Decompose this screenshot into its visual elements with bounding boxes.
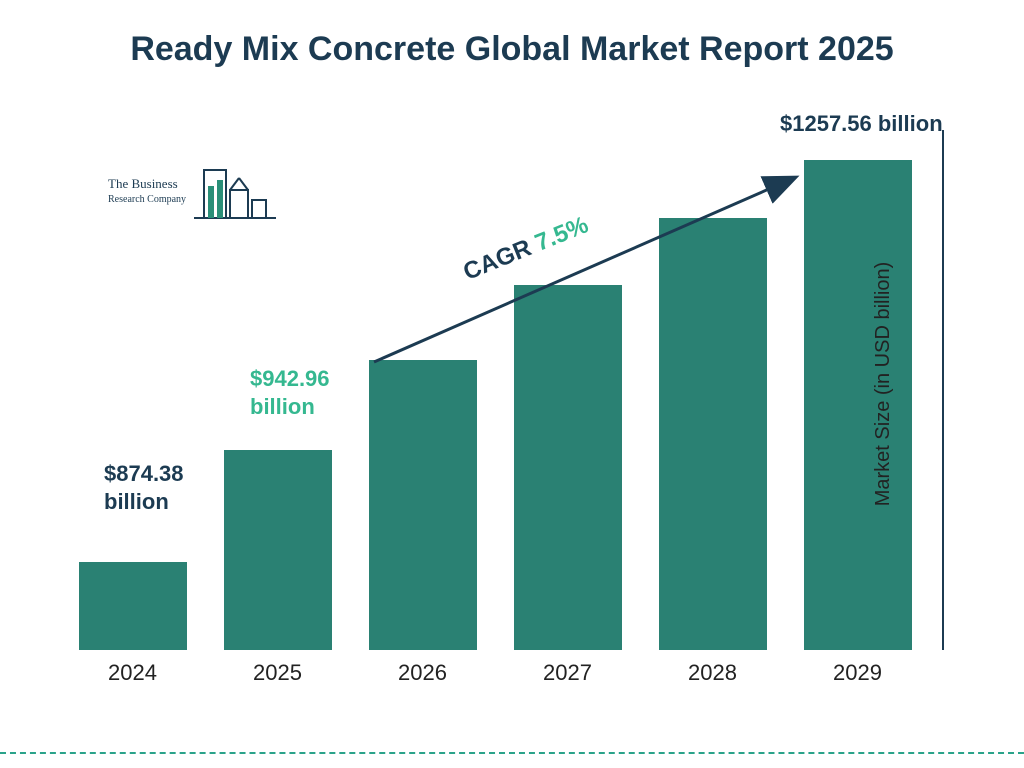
x-axis-label: 2025 xyxy=(253,660,302,686)
bar xyxy=(804,160,912,650)
bar-group: 2029 xyxy=(785,160,930,650)
bar-group: 2028 xyxy=(640,218,785,650)
x-axis-label: 2024 xyxy=(108,660,157,686)
bar xyxy=(514,285,622,650)
y-axis-title: Market Size (in USD billion) xyxy=(872,262,895,507)
value-label: $874.38billion xyxy=(104,460,184,515)
x-axis-label: 2029 xyxy=(833,660,882,686)
bar-group: 2027 xyxy=(495,285,640,650)
chart-title: Ready Mix Concrete Global Market Report … xyxy=(0,28,1024,71)
bar xyxy=(369,360,477,650)
bars-container: 202420252026202720282029 xyxy=(60,130,930,650)
y-axis-right-line xyxy=(942,130,944,650)
bar-group: 2025 xyxy=(205,450,350,650)
bar xyxy=(224,450,332,650)
x-axis-label: 2026 xyxy=(398,660,447,686)
bar xyxy=(79,562,187,650)
bottom-dashed-divider xyxy=(0,752,1024,754)
x-axis-label: 2028 xyxy=(688,660,737,686)
bar-chart: 202420252026202720282029 $874.38billion$… xyxy=(60,130,930,690)
x-axis-label: 2027 xyxy=(543,660,592,686)
value-label: $942.96billion xyxy=(250,365,330,420)
bar-group: 2026 xyxy=(350,360,495,650)
bar-group: 2024 xyxy=(60,562,205,650)
value-label: $1257.56 billion xyxy=(780,110,943,138)
bar xyxy=(659,218,767,650)
